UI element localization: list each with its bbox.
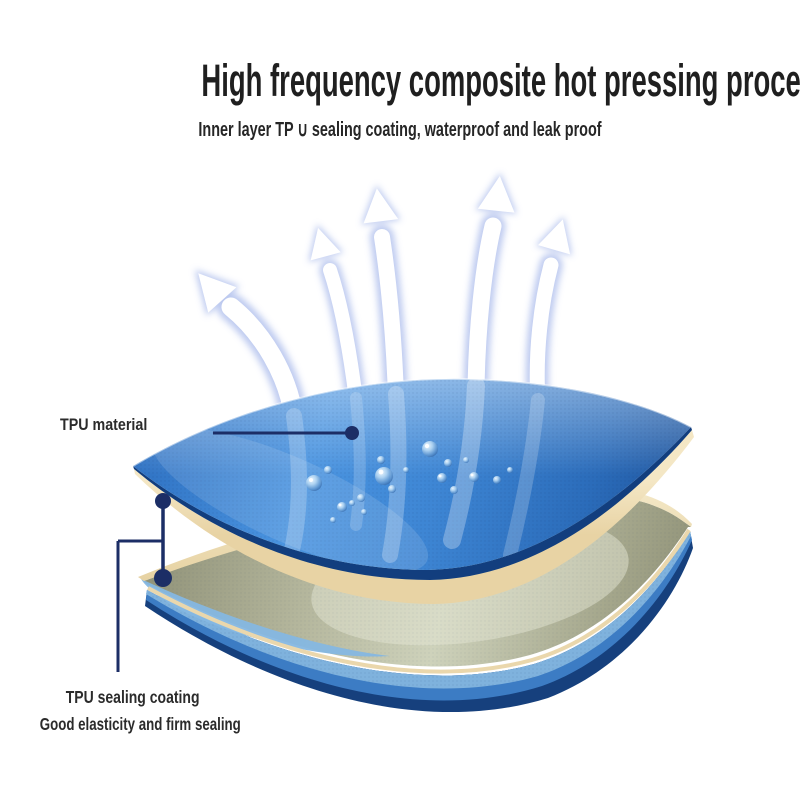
water-droplets: [306, 441, 513, 523]
callout-dot: [345, 426, 359, 440]
air-flow-arrow-icon: [525, 216, 573, 414]
air-flow-arrow-icon: [194, 269, 308, 432]
label-tpu-material-text: TPU material: [60, 415, 148, 434]
top-sheet-dark-edge: [133, 427, 692, 580]
callout-dot: [154, 569, 172, 587]
label-bottom-layer: TPU sealing coating Good elasticity and …: [8, 688, 258, 735]
top-sheet-cream-underside: [134, 430, 694, 604]
bottom-sheet-cream-line: [147, 528, 691, 674]
label-tpu-sealing-coating-text: TPU sealing coating: [66, 687, 200, 707]
page-title: High frequency composite hot pressing pr…: [0, 58, 800, 103]
page-subtitle-text: Inner layer TP ∪ sealing coating, waterp…: [198, 119, 602, 141]
air-flow-arrow-icon: [463, 172, 517, 401]
label-tpu-material: TPU material: [60, 416, 164, 435]
air-flow-arrow-icon: [308, 224, 367, 411]
label-good-elasticity: Good elasticity and firm sealing: [8, 715, 258, 735]
top-sheet-layer: [132, 377, 694, 604]
label-good-elasticity-text: Good elasticity and firm sealing: [39, 714, 241, 734]
label-tpu-sealing-coating: TPU sealing coating: [8, 688, 258, 708]
page-title-text: High frequency composite hot pressing pr…: [201, 55, 800, 106]
page-subtitle: Inner layer TP ∪ sealing coating, waterp…: [0, 120, 800, 141]
surface-light-streaks: [151, 378, 545, 570]
air-flow-arrows: [194, 172, 573, 432]
air-flow-arrow-icon: [361, 184, 408, 408]
callouts: [116, 426, 359, 672]
